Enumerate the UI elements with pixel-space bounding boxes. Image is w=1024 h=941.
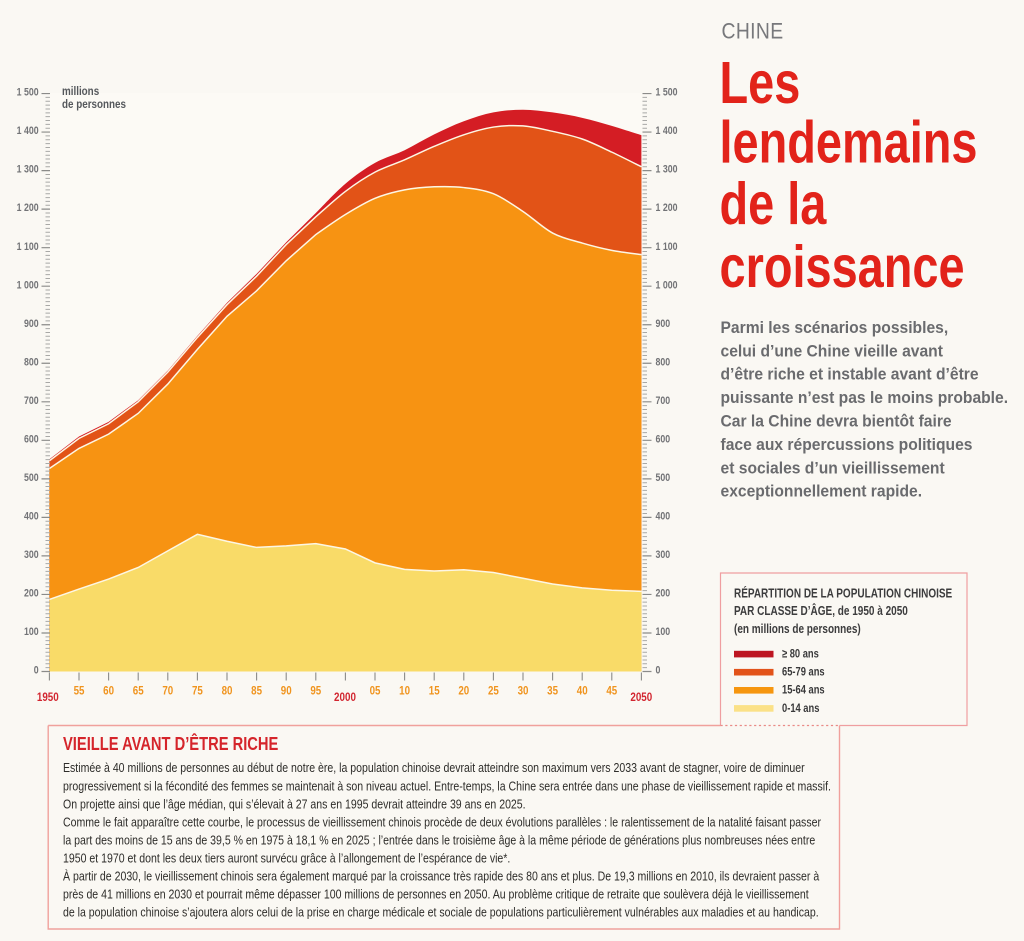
svg-text:de personnes: de personnes (62, 98, 126, 111)
svg-text:400: 400 (24, 511, 39, 523)
svg-text:Parmi les scénarios possibles,: Parmi les scénarios possibles, (721, 318, 949, 337)
svg-text:75: 75 (192, 685, 203, 698)
svg-text:exceptionnellement rapide.: exceptionnellement rapide. (721, 482, 923, 501)
svg-text:1 500: 1 500 (656, 87, 678, 99)
svg-text:10: 10 (399, 685, 410, 698)
svg-text:900: 900 (24, 318, 39, 330)
svg-text:À partir de 2030, le vieilliss: À partir de 2030, le vieillissement chin… (63, 867, 820, 884)
svg-text:Estimée à 40 millions de perso: Estimée à 40 millions de personnes au dé… (63, 760, 805, 775)
svg-text:700: 700 (656, 395, 671, 407)
svg-text:400: 400 (656, 511, 671, 523)
svg-text:900: 900 (656, 318, 671, 330)
svg-text:1 100: 1 100 (656, 241, 678, 253)
svg-text:Comme le fait apparaître cette: Comme le fait apparaître cette courbe, l… (63, 814, 821, 829)
svg-text:95: 95 (310, 685, 321, 698)
svg-text:100: 100 (24, 626, 39, 638)
svg-text:2000: 2000 (334, 691, 356, 704)
svg-text:1950 et 1970 et dont les deux: 1950 et 1970 et dont les deux tiers auro… (63, 850, 510, 865)
svg-text:600: 600 (24, 434, 39, 446)
svg-text:d’être riche et instable avant: d’être riche et instable avant d’être (721, 365, 979, 384)
svg-text:croissance: croissance (720, 235, 965, 300)
svg-text:40: 40 (577, 685, 588, 698)
svg-text:1 400: 1 400 (656, 125, 678, 137)
svg-text:0: 0 (656, 665, 661, 677)
svg-text:puissante n’est pas le moins p: puissante n’est pas le moins probable. (721, 389, 1009, 408)
svg-text:1 000: 1 000 (656, 279, 678, 291)
svg-text:PAR CLASSE D’ÂGE, de 1950 à 20: PAR CLASSE D’ÂGE, de 1950 à 2050 (734, 604, 908, 619)
svg-text:100: 100 (656, 626, 671, 638)
svg-text:600: 600 (656, 434, 671, 446)
svg-text:800: 800 (24, 357, 39, 369)
svg-text:VIEILLE AVANT D’ÊTRE RICHE: VIEILLE AVANT D’ÊTRE RICHE (63, 733, 278, 754)
svg-text:80: 80 (222, 685, 233, 698)
svg-text:1 300: 1 300 (17, 164, 39, 176)
svg-text:lendemains: lendemains (720, 110, 978, 175)
svg-text:700: 700 (24, 395, 39, 407)
svg-text:15-64 ans: 15-64 ans (782, 684, 825, 697)
svg-text:15: 15 (429, 685, 440, 698)
svg-text:face aux répercussions politiq: face aux répercussions politiques (721, 435, 973, 454)
svg-text:≥ 80 ans: ≥ 80 ans (782, 647, 819, 660)
svg-text:progressivement si la fécondit: progressivement si la fécondité des femm… (63, 778, 831, 793)
svg-text:1 300: 1 300 (656, 164, 678, 176)
svg-text:800: 800 (656, 357, 671, 369)
svg-text:60: 60 (103, 685, 114, 698)
svg-text:0: 0 (34, 665, 39, 677)
svg-text:65: 65 (133, 685, 144, 698)
svg-text:55: 55 (74, 685, 85, 698)
svg-text:90: 90 (281, 685, 292, 698)
svg-text:200: 200 (656, 588, 671, 600)
svg-text:de la population chinoise s’aj: de la population chinoise s’ajoutera alo… (63, 905, 819, 920)
svg-text:20: 20 (458, 685, 469, 698)
svg-text:45: 45 (606, 685, 617, 698)
svg-text:Les: Les (720, 51, 801, 116)
svg-text:1 500: 1 500 (17, 87, 39, 99)
svg-text:RÉPARTITION DE LA POPULATION C: RÉPARTITION DE LA POPULATION CHINOISE (734, 586, 952, 601)
svg-text:et sociales d’un vieillissemen: et sociales d’un vieillissement (721, 459, 946, 478)
svg-text:0-14 ans: 0-14 ans (782, 702, 819, 715)
svg-text:CHINE: CHINE (722, 19, 784, 43)
svg-text:65-79 ans: 65-79 ans (782, 666, 825, 679)
svg-text:près de 41 millions en 2030 et: près de 41 millions en 2030 et pourrait … (63, 886, 809, 901)
svg-text:300: 300 (24, 549, 39, 561)
svg-text:1 400: 1 400 (17, 125, 39, 137)
svg-text:1 200: 1 200 (17, 202, 39, 214)
svg-text:300: 300 (656, 549, 671, 561)
svg-text:2050: 2050 (630, 691, 652, 704)
svg-text:500: 500 (656, 472, 671, 484)
svg-text:la part des moins de 15 ans de: la part des moins de 15 ans de 39,5 % en… (63, 832, 816, 847)
svg-text:85: 85 (251, 685, 262, 698)
svg-text:200: 200 (24, 588, 39, 600)
svg-text:70: 70 (162, 685, 173, 698)
svg-text:1 100: 1 100 (17, 241, 39, 253)
svg-text:30: 30 (518, 685, 529, 698)
svg-text:Car la Chine devra bientôt fai: Car la Chine devra bientôt faire (721, 412, 952, 431)
svg-text:05: 05 (370, 685, 381, 698)
svg-text:1950: 1950 (37, 691, 59, 704)
svg-text:millions: millions (62, 85, 99, 98)
svg-text:de la: de la (720, 172, 827, 237)
svg-text:25: 25 (488, 685, 499, 698)
svg-text:1 000: 1 000 (17, 279, 39, 291)
svg-text:celui d’une Chine vieille avan: celui d’une Chine vieille avant (721, 342, 944, 361)
svg-text:35: 35 (547, 685, 558, 698)
svg-text:500: 500 (24, 472, 39, 484)
svg-text:On projette ainsi que l’âge mé: On projette ainsi que l’âge médian, qui … (63, 796, 526, 811)
svg-text:(en millions de personnes): (en millions de personnes) (734, 622, 861, 637)
svg-text:1 200: 1 200 (656, 202, 678, 214)
